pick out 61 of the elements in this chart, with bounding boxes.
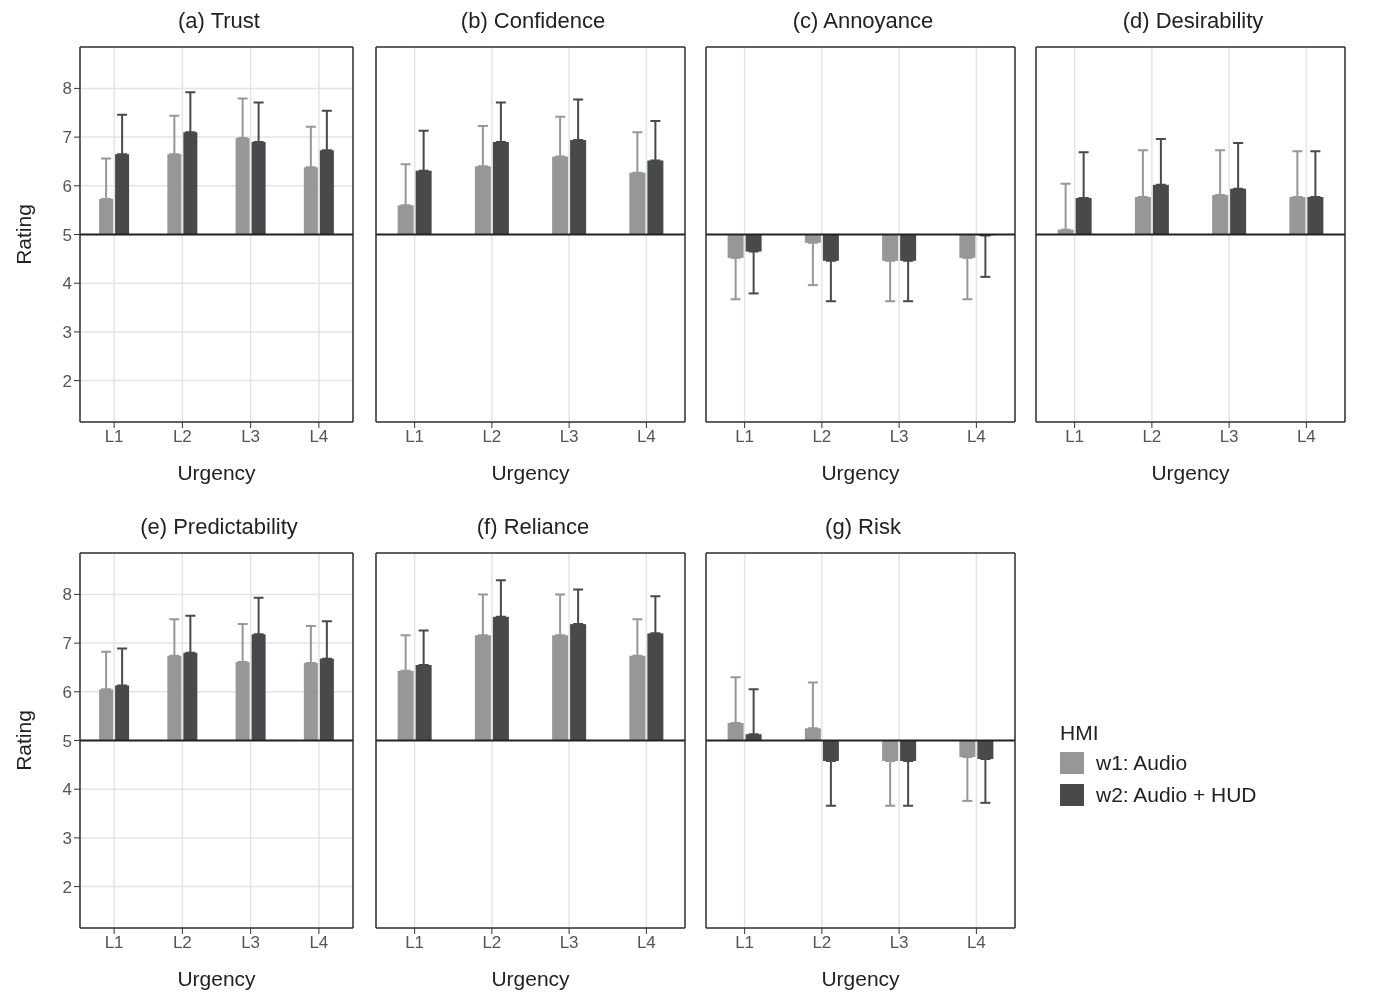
y-tick-label: 3 — [62, 828, 72, 848]
y-tick-label: 6 — [62, 176, 72, 196]
chart-title: (a) Trust — [177, 8, 261, 35]
y-tick-label: 3 — [62, 322, 72, 342]
chart-title: (c) Annoyance — [791, 8, 935, 35]
chart-title: (d) Desirability — [1121, 8, 1265, 35]
chart-title: (b) Confidence — [459, 8, 607, 35]
x-tick-label: L4 — [636, 427, 656, 447]
x-tick-label: L2 — [482, 933, 502, 953]
x-tick-label: L3 — [559, 933, 579, 953]
x-tick-label: L3 — [889, 427, 909, 447]
y-axis-title: Rating — [12, 204, 36, 265]
y-axis-title: Rating — [12, 710, 36, 771]
x-axis-title: Urgency — [491, 967, 571, 990]
x-axis-title: Urgency — [177, 461, 257, 484]
y-tick-label: 2 — [62, 371, 72, 391]
chart-title: (g) Risk — [824, 514, 902, 541]
x-tick-label: L2 — [812, 427, 832, 447]
chart-title: (f) Reliance — [475, 514, 591, 541]
y-tick-label: 4 — [62, 780, 72, 800]
x-axis-title: Urgency — [821, 967, 901, 990]
x-tick-label: L2 — [172, 933, 192, 953]
chart-title: (e) Predictability — [139, 514, 299, 541]
x-tick-label: L2 — [482, 427, 502, 447]
x-tick-label: L1 — [1065, 427, 1085, 447]
x-tick-label: L4 — [966, 933, 986, 953]
y-tick-label: 8 — [62, 79, 72, 99]
y-tick-label: 7 — [62, 128, 72, 148]
x-tick-label: L4 — [636, 933, 656, 953]
y-tick-label: 4 — [62, 274, 72, 294]
y-tick-label: 5 — [62, 225, 72, 245]
x-axis-title: Urgency — [1151, 461, 1231, 484]
legend-title: HMI — [1060, 721, 1100, 745]
y-tick-label: 8 — [62, 585, 72, 605]
x-tick-label: L3 — [889, 933, 909, 953]
x-tick-label: L4 — [309, 933, 329, 953]
x-tick-label: L2 — [172, 427, 192, 447]
x-tick-label: L1 — [405, 933, 425, 953]
y-tick-label: 5 — [62, 731, 72, 751]
x-tick-label: L3 — [241, 933, 261, 953]
legend-label: w1: Audio — [1096, 751, 1188, 775]
x-tick-label: L1 — [405, 427, 425, 447]
x-tick-label: L2 — [1142, 427, 1162, 447]
x-tick-label: L1 — [735, 427, 755, 447]
x-axis-title: Urgency — [821, 461, 901, 484]
x-tick-label: L3 — [241, 427, 261, 447]
y-tick-label: 6 — [62, 682, 72, 702]
x-tick-label: L4 — [1296, 427, 1316, 447]
x-tick-label: L3 — [559, 427, 579, 447]
x-tick-label: L1 — [104, 427, 124, 447]
legend-label: w2: Audio + HUD — [1096, 783, 1257, 807]
y-tick-label: 7 — [62, 634, 72, 654]
x-tick-label: L1 — [104, 933, 124, 953]
y-tick-label: 2 — [62, 877, 72, 897]
x-tick-label: L4 — [966, 427, 986, 447]
x-tick-label: L2 — [812, 933, 832, 953]
x-tick-label: L3 — [1219, 427, 1239, 447]
x-tick-label: L4 — [309, 427, 329, 447]
x-axis-title: Urgency — [177, 967, 257, 990]
x-tick-label: L1 — [735, 933, 755, 953]
x-axis-title: Urgency — [491, 461, 571, 484]
